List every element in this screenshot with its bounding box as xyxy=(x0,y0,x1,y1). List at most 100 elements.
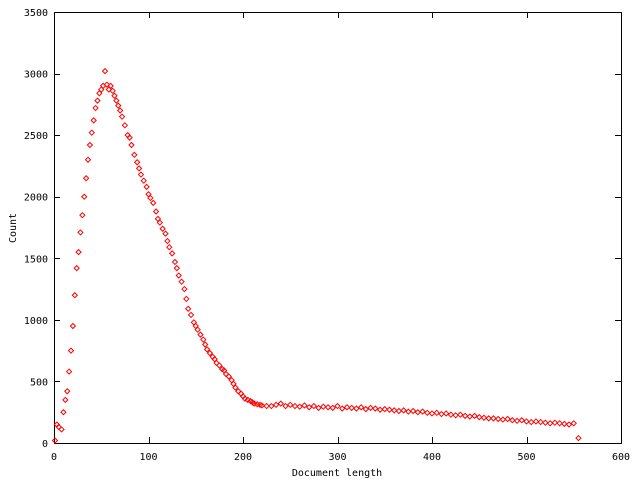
data-point xyxy=(166,243,173,251)
data-point xyxy=(310,402,318,410)
data-point xyxy=(118,113,126,120)
data-point xyxy=(480,414,488,421)
data-point xyxy=(116,107,124,114)
data-point xyxy=(75,248,82,256)
data-point xyxy=(241,395,249,402)
x-tick-label: 0 xyxy=(51,452,57,463)
data-point xyxy=(140,177,147,184)
data-point xyxy=(187,311,195,319)
data-point xyxy=(476,413,483,421)
y-axis-label: Count xyxy=(8,213,19,243)
data-point xyxy=(164,237,171,245)
data-point xyxy=(362,405,370,413)
x-tick-label: 500 xyxy=(517,452,535,463)
data-point xyxy=(334,402,341,410)
data-point xyxy=(442,410,450,417)
data-point xyxy=(77,229,84,236)
data-point xyxy=(58,426,65,433)
data-point xyxy=(133,159,141,166)
data-point xyxy=(159,225,166,232)
data-point xyxy=(329,404,336,412)
data-point xyxy=(103,81,111,88)
y-tick-label: 500 xyxy=(30,377,48,388)
data-point xyxy=(433,409,440,417)
data-point xyxy=(178,278,185,285)
data-point xyxy=(419,408,426,415)
data-point xyxy=(183,295,190,303)
data-point xyxy=(339,405,346,412)
data-point xyxy=(561,420,568,428)
data-point xyxy=(107,82,114,90)
data-point xyxy=(461,412,469,420)
data-point xyxy=(79,211,86,219)
data-point xyxy=(405,408,412,415)
data-point xyxy=(272,401,280,409)
data-point xyxy=(499,416,507,423)
data-point xyxy=(509,417,516,424)
data-point xyxy=(542,419,549,426)
data-point xyxy=(291,402,299,410)
data-point xyxy=(424,409,431,417)
data-point xyxy=(173,264,181,272)
data-point xyxy=(523,418,530,425)
data-point xyxy=(315,404,322,412)
data-point xyxy=(287,401,294,409)
data-point xyxy=(513,417,521,425)
data-point xyxy=(490,415,497,422)
data-point xyxy=(67,347,75,354)
data-point xyxy=(353,405,360,412)
data-point xyxy=(175,272,182,279)
y-tick-label: 0 xyxy=(42,439,48,450)
data-point xyxy=(73,264,80,272)
data-point xyxy=(168,250,176,257)
plot-frame xyxy=(54,12,622,444)
data-point xyxy=(320,403,327,410)
data-point xyxy=(301,402,308,409)
data-point xyxy=(532,418,540,425)
data-point xyxy=(109,87,116,95)
data-point xyxy=(528,418,535,426)
data-point xyxy=(201,341,209,348)
data-point xyxy=(216,362,223,369)
data-point xyxy=(471,412,478,420)
data-point xyxy=(225,373,233,380)
data-point xyxy=(400,407,407,414)
y-tick-label: 1000 xyxy=(24,316,48,327)
data-point xyxy=(115,102,122,109)
x-tick-label: 400 xyxy=(423,452,441,463)
x-tick-label: 300 xyxy=(328,452,346,463)
data-point xyxy=(296,403,303,410)
data-point xyxy=(438,410,445,418)
data-point xyxy=(452,412,459,419)
data-point xyxy=(409,407,417,415)
data-point xyxy=(372,405,379,412)
data-point xyxy=(466,413,474,420)
data-point xyxy=(551,419,559,426)
data-point xyxy=(244,396,251,404)
data-point xyxy=(181,285,188,293)
data-point xyxy=(111,92,118,99)
data-point xyxy=(381,405,388,413)
data-point xyxy=(147,194,154,202)
data-point xyxy=(101,67,109,75)
data-point xyxy=(194,326,201,333)
data-point xyxy=(143,183,150,191)
data-point xyxy=(485,415,492,422)
x-axis-label: Document length xyxy=(292,468,382,479)
data-point xyxy=(258,402,266,409)
x-axis: 0 100 200 300 400 500 600 xyxy=(51,12,630,463)
data-point xyxy=(86,141,94,149)
data-point xyxy=(256,401,264,409)
data-point xyxy=(263,402,270,410)
data-point xyxy=(390,407,398,414)
data-point xyxy=(200,336,207,343)
data-point xyxy=(556,420,563,427)
data-point xyxy=(88,129,96,136)
data-point xyxy=(203,346,211,353)
data-point xyxy=(324,404,332,411)
data-point xyxy=(126,134,133,141)
data-point xyxy=(84,156,92,163)
data-point xyxy=(65,368,73,375)
data-point xyxy=(386,406,393,413)
